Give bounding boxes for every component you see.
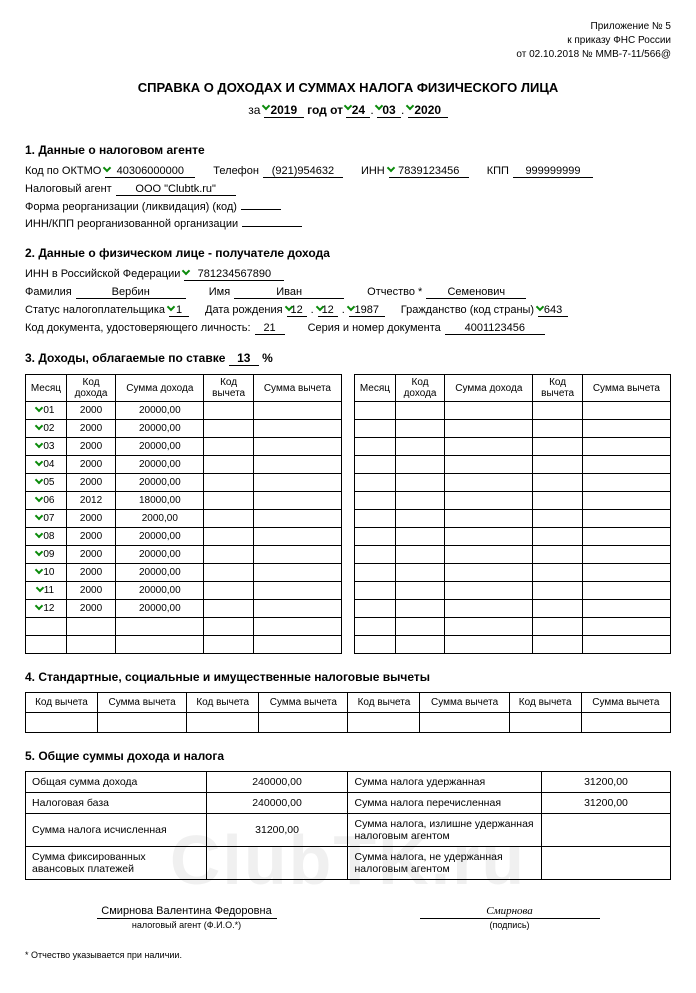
doc-title: СПРАВКА О ДОХОДАХ И СУММАХ НАЛОГА ФИЗИЧЕ…: [25, 80, 671, 95]
table-row: [355, 420, 671, 438]
table-row: [355, 600, 671, 618]
table-row: 02200020000,00: [26, 420, 342, 438]
table-row: 0720002000,00: [26, 510, 342, 528]
table-row: [26, 636, 342, 654]
table-row: 05200020000,00: [26, 474, 342, 492]
tel-field: (921)954632: [263, 165, 343, 178]
table-row: [355, 456, 671, 474]
table-row: 09200020000,00: [26, 546, 342, 564]
table-row: 03200020000,00: [26, 438, 342, 456]
table-row: [355, 402, 671, 420]
fam-field: Вербин: [76, 286, 186, 299]
table-row: 08200020000,00: [26, 528, 342, 546]
table-row: [355, 636, 671, 654]
section2-title: 2. Данные о физическом лице - получателе…: [25, 246, 671, 260]
table-row: Сумма фиксированных авансовых платежейСу…: [26, 847, 671, 880]
docnum-field: 4001123456: [445, 322, 545, 335]
otch-field: Семенович: [426, 286, 526, 299]
innrf-field: 781234567890: [184, 268, 284, 281]
table-row: Налоговая база240000,00Сумма налога пере…: [26, 793, 671, 814]
table-row: [355, 582, 671, 600]
totals-table: Общая сумма дохода240000,00Сумма налога …: [25, 771, 671, 880]
signature: Смирнова: [420, 905, 600, 919]
section3-title: 3. Доходы, облагаемые по ставке 13 %: [25, 351, 671, 366]
footnote: * Отчество указывается при наличии.: [25, 950, 671, 960]
name-field: Иван: [234, 286, 344, 299]
agent-field: ООО "Clubtk.ru": [116, 183, 236, 196]
doccode-field: 21: [255, 322, 285, 335]
deductions-table: Код вычетаСумма вычетаКод вычетаСумма вы…: [25, 692, 671, 733]
section1-title: 1. Данные о налоговом агенте: [25, 143, 671, 157]
table-row: [355, 492, 671, 510]
reorg-field: [241, 209, 281, 210]
table-row: 01200020000,00: [26, 402, 342, 420]
income-tables: МесяцКод доходаСумма доходаКод вычетаСум…: [25, 374, 671, 654]
table-row: [355, 618, 671, 636]
table-row: [355, 438, 671, 456]
signer-name: Смирнова Валентина Федоровна: [97, 905, 277, 919]
section5-title: 5. Общие суммы дохода и налога: [25, 749, 671, 763]
table-row: Общая сумма дохода240000,00Сумма налога …: [26, 772, 671, 793]
status-field: 1: [169, 304, 189, 317]
reorg-inn-field: [242, 226, 302, 227]
table-row: 11200020000,00: [26, 582, 342, 600]
section4-title: 4. Стандартные, социальные и имущественн…: [25, 670, 671, 684]
oktmo-field: 40306000000: [105, 165, 195, 178]
table-row: 04200020000,00: [26, 456, 342, 474]
citizen-field: 643: [538, 304, 568, 317]
table-row: [355, 564, 671, 582]
table-row: [355, 474, 671, 492]
table-row: 12200020000,00: [26, 600, 342, 618]
table-row: 06201218000,00: [26, 492, 342, 510]
table-row: Сумма налога исчисленная31200,00Сумма на…: [26, 814, 671, 847]
table-row: [355, 546, 671, 564]
table-row: 10200020000,00: [26, 564, 342, 582]
income-table-right: МесяцКод доходаСумма доходаКод вычетаСум…: [354, 374, 671, 654]
table-row: [355, 510, 671, 528]
table-row: [355, 528, 671, 546]
doc-subtitle: за 2019 год от 24. 03. 2020: [25, 103, 671, 118]
signature-row: Смирнова Валентина Федоровна налоговый а…: [25, 905, 671, 930]
kpp-field: 999999999: [513, 165, 593, 178]
header-note: Приложение № 5 к приказу ФНС России от 0…: [25, 20, 671, 62]
table-row: [26, 618, 342, 636]
inn-field: 7839123456: [389, 165, 469, 178]
income-table-left: МесяцКод доходаСумма доходаКод вычетаСум…: [25, 374, 342, 654]
